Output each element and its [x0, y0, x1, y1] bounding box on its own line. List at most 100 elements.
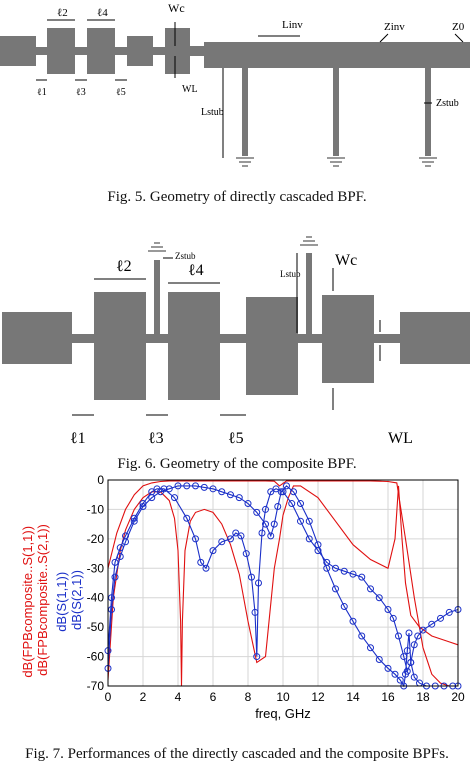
- series-line-4: [107, 485, 458, 688]
- series-marker: [407, 658, 415, 666]
- series-marker: [414, 632, 422, 640]
- series-marker: [395, 632, 402, 640]
- series-marker: [227, 535, 234, 543]
- ylabel-red-line2: dB(FPBcomposite..S(2,1)): [35, 524, 50, 676]
- series-marker: [389, 614, 397, 622]
- fig6-microstrip-layout: [2, 253, 470, 400]
- series-marker: [349, 617, 357, 625]
- fig5-resonator-3: [127, 36, 153, 66]
- fig5-microstrip-layout: [0, 28, 470, 156]
- series-marker: [274, 502, 282, 510]
- series-marker: [174, 482, 182, 490]
- y-tick-label: -70: [87, 679, 105, 693]
- series-marker: [367, 644, 374, 652]
- series-marker: [349, 570, 357, 578]
- fig5-connect-line: [36, 47, 48, 55]
- fig6-label-l4: ℓ4: [188, 262, 204, 279]
- x-tick-label: 4: [175, 690, 182, 704]
- series-marker: [237, 532, 245, 540]
- fig6-dimension-lines: [72, 253, 381, 416]
- series-marker: [258, 529, 266, 537]
- series-marker: [262, 505, 269, 513]
- series-marker: [277, 488, 285, 496]
- series-marker: [270, 520, 278, 528]
- fig6-label-wc: Wc: [335, 252, 357, 269]
- series-marker: [384, 605, 392, 613]
- y-tick-label: 0: [97, 473, 104, 487]
- x-tick-label: 6: [210, 690, 217, 704]
- series-marker: [305, 517, 313, 525]
- series-marker: [200, 483, 208, 491]
- fig5-label-wl: WL: [182, 84, 198, 95]
- series-marker: [165, 485, 173, 493]
- fig5-stub-2: [333, 68, 339, 156]
- series-marker: [314, 541, 322, 549]
- x-tick-label: 18: [416, 690, 430, 704]
- fig5-resonator-2: [87, 28, 115, 74]
- series-line-2: [107, 480, 458, 687]
- series-marker: [218, 538, 226, 546]
- fig6-label-wl: WL: [388, 430, 413, 447]
- series-marker: [253, 508, 261, 516]
- series-marker: [332, 585, 339, 593]
- series-marker: [218, 488, 226, 496]
- fig6-input-port: [2, 312, 72, 364]
- x-tick-label: 8: [245, 690, 252, 704]
- series-marker: [402, 670, 409, 678]
- fig6-resonator-4: [322, 295, 374, 383]
- x-tick-label: 0: [105, 690, 112, 704]
- fig5-label-wc: Wc: [168, 1, 185, 15]
- ylabel-blue-line1: dB(S(1,1)): [54, 572, 69, 632]
- series-marker: [130, 517, 138, 525]
- fig7-chart: 0 2 4 6 8 10 12 14 16 18 200-10-20-30-40-50-60-70 …: [20, 473, 465, 721]
- series-marker: [428, 620, 436, 628]
- fig6-resonator-3: [246, 297, 298, 395]
- series-marker: [197, 558, 205, 566]
- y-tick-label: -10: [87, 502, 105, 516]
- series-marker: [340, 603, 348, 611]
- fig5-resonator-4: [165, 28, 190, 74]
- fig6-label-l3: ℓ3: [148, 430, 164, 447]
- series-marker: [358, 632, 366, 640]
- fig5-label-zinv: Zinv: [384, 21, 405, 33]
- series-marker: [202, 564, 210, 572]
- series-marker: [255, 579, 262, 587]
- series-marker: [410, 641, 418, 649]
- series-marker: [375, 656, 383, 664]
- fig6-label-zstub: Zstub: [175, 251, 196, 261]
- series-marker: [297, 500, 304, 508]
- fig6-label-l2: ℓ2: [116, 258, 132, 275]
- fig7-ylabel-red: dB(FPBcomposite..S(1,1)) dB(FPBcomposite…: [20, 522, 50, 677]
- ylabel-blue-line2: dB(S(2,1)): [69, 570, 84, 630]
- series-marker: [437, 614, 444, 622]
- x-tick-label: 10: [276, 690, 290, 704]
- fig5-label-l2: ℓ2: [57, 7, 68, 19]
- fig5-input-port: [0, 36, 36, 66]
- fig5-label-l1: ℓ1: [37, 87, 47, 98]
- series-marker: [248, 573, 255, 581]
- series-marker: [396, 676, 404, 684]
- fig6-resonator-2: [168, 292, 220, 400]
- series-marker: [297, 517, 304, 525]
- fig7-caption: Fig. 7. Performances of the directly cas…: [25, 746, 449, 762]
- series-marker: [445, 608, 453, 616]
- series-marker: [367, 585, 374, 593]
- series-marker: [232, 529, 240, 537]
- fig7-ylabel-blue: dB(S(1,1)) dB(S(2,1)): [54, 568, 84, 632]
- fig5-label-linv: Linv: [282, 19, 303, 31]
- fig7-xlabel: freq, GHz: [255, 706, 311, 721]
- series-marker: [122, 538, 129, 546]
- series-marker: [242, 550, 250, 558]
- fig5-label-l5: ℓ5: [116, 87, 126, 98]
- series-marker: [262, 520, 269, 528]
- fig6-stub-1: [154, 260, 160, 334]
- fig6-diagram: ℓ2 ℓ4 ℓ1 ℓ3 ℓ5 Zstub Lstub Wc WL: [2, 236, 470, 447]
- x-tick-label: 14: [346, 690, 360, 704]
- chart-series: [104, 480, 462, 690]
- series-marker: [267, 532, 275, 540]
- fig5-inverter-line: [204, 42, 470, 68]
- fig6-caption: Fig. 6. Geometry of the composite BPF.: [117, 456, 357, 472]
- series-marker: [290, 488, 297, 496]
- fig5-label-l3: ℓ3: [76, 87, 86, 98]
- series-marker: [183, 514, 191, 522]
